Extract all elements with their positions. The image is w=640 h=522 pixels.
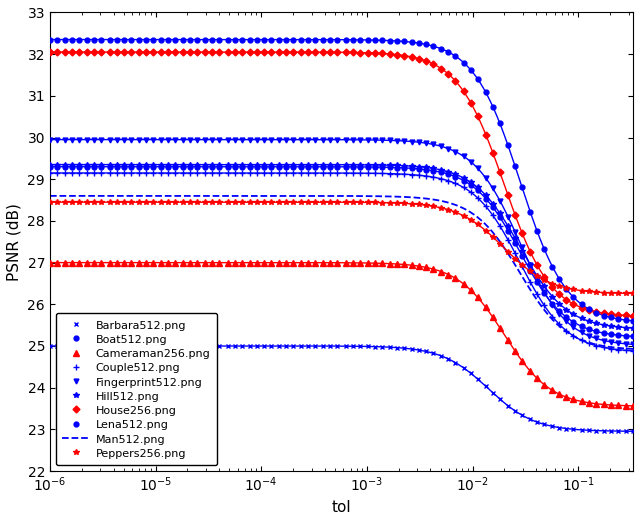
Couple512.png [393,171,401,177]
Couple512.png [46,170,54,176]
Fingerprint512.png [46,136,54,143]
Legend: Barbara512.png, Boat512.png, Cameraman256.png, Couple512.png, Fingerprint512.png: Barbara512.png, Boat512.png, Cameraman25… [56,313,217,466]
Hill512.png [46,161,54,168]
Peppers256.png [445,207,452,213]
Fingerprint512.png [629,341,637,348]
Hill512.png [629,325,637,331]
Line: Fingerprint512.png: Fingerprint512.png [47,137,636,347]
Man512.png [326,193,334,199]
Lena512.png [400,38,408,44]
Peppers256.png [305,199,312,205]
Couple512.png [629,348,637,354]
Cameraman256.png [400,262,408,268]
Cameraman256.png [563,394,570,400]
House256.png [563,296,570,303]
House256.png [305,49,312,55]
Fingerprint512.png [422,140,430,146]
Boat512.png [629,333,637,339]
Line: Cameraman256.png: Cameraman256.png [47,260,636,409]
Lena512.png [629,318,637,324]
Boat512.png [46,163,54,170]
House256.png [629,313,637,319]
Couple512.png [400,171,408,177]
Cameraman256.png [445,271,452,278]
Couple512.png [445,177,452,184]
Hill512.png [445,169,452,175]
Cameraman256.png [422,264,430,270]
Fingerprint512.png [445,146,452,152]
Cameraman256.png [629,403,637,409]
House256.png [400,52,408,58]
House256.png [422,58,430,64]
Barbara512.png [46,343,54,349]
Lena512.png [46,37,54,43]
Barbara512.png [422,348,430,354]
Boat512.png [445,171,452,177]
X-axis label: tol: tol [332,500,351,515]
Fingerprint512.png [305,136,312,143]
Boat512.png [563,314,570,321]
Barbara512.png [629,428,637,434]
Couple512.png [563,328,570,334]
Line: Boat512.png: Boat512.png [47,164,636,339]
Peppers256.png [400,200,408,207]
Hill512.png [305,161,312,168]
Line: Peppers256.png: Peppers256.png [47,199,636,296]
Boat512.png [305,163,312,170]
Lena512.png [305,37,312,43]
Man512.png [323,193,331,199]
Line: Barbara512.png: Barbara512.png [47,343,636,434]
Boat512.png [400,165,408,171]
Cameraman256.png [305,259,312,266]
Fingerprint512.png [400,138,408,144]
Man512.png [46,193,54,199]
Line: House256.png: House256.png [47,50,636,318]
Hill512.png [563,306,570,313]
Boat512.png [422,167,430,173]
Barbara512.png [305,343,312,349]
Barbara512.png [445,356,452,362]
House256.png [445,71,452,77]
Y-axis label: PSNR (dB): PSNR (dB) [7,203,22,281]
Line: Lena512.png: Lena512.png [47,37,636,323]
Couple512.png [422,173,430,179]
Fingerprint512.png [393,137,401,144]
Peppers256.png [422,202,430,208]
Peppers256.png [629,290,637,296]
Lena512.png [445,49,452,55]
Man512.png [362,193,369,199]
Line: Hill512.png: Hill512.png [47,162,636,331]
Line: Couple512.png: Couple512.png [47,170,636,353]
Line: Man512.png: Man512.png [50,196,633,349]
House256.png [393,52,401,58]
Peppers256.png [563,285,570,291]
Cameraman256.png [46,259,54,266]
Barbara512.png [400,345,408,351]
Fingerprint512.png [563,318,570,325]
Cameraman256.png [393,261,401,267]
Man512.png [393,194,401,200]
Barbara512.png [393,345,401,351]
Barbara512.png [563,425,570,432]
Man512.png [615,345,623,351]
Peppers256.png [46,199,54,205]
Man512.png [524,283,532,289]
Hill512.png [393,162,401,169]
Man512.png [629,346,637,352]
Hill512.png [422,164,430,171]
Lena512.png [422,41,430,48]
House256.png [46,49,54,55]
Peppers256.png [393,200,401,206]
Lena512.png [393,38,401,44]
Hill512.png [400,162,408,169]
Boat512.png [393,164,401,171]
Couple512.png [305,170,312,176]
Lena512.png [563,286,570,292]
